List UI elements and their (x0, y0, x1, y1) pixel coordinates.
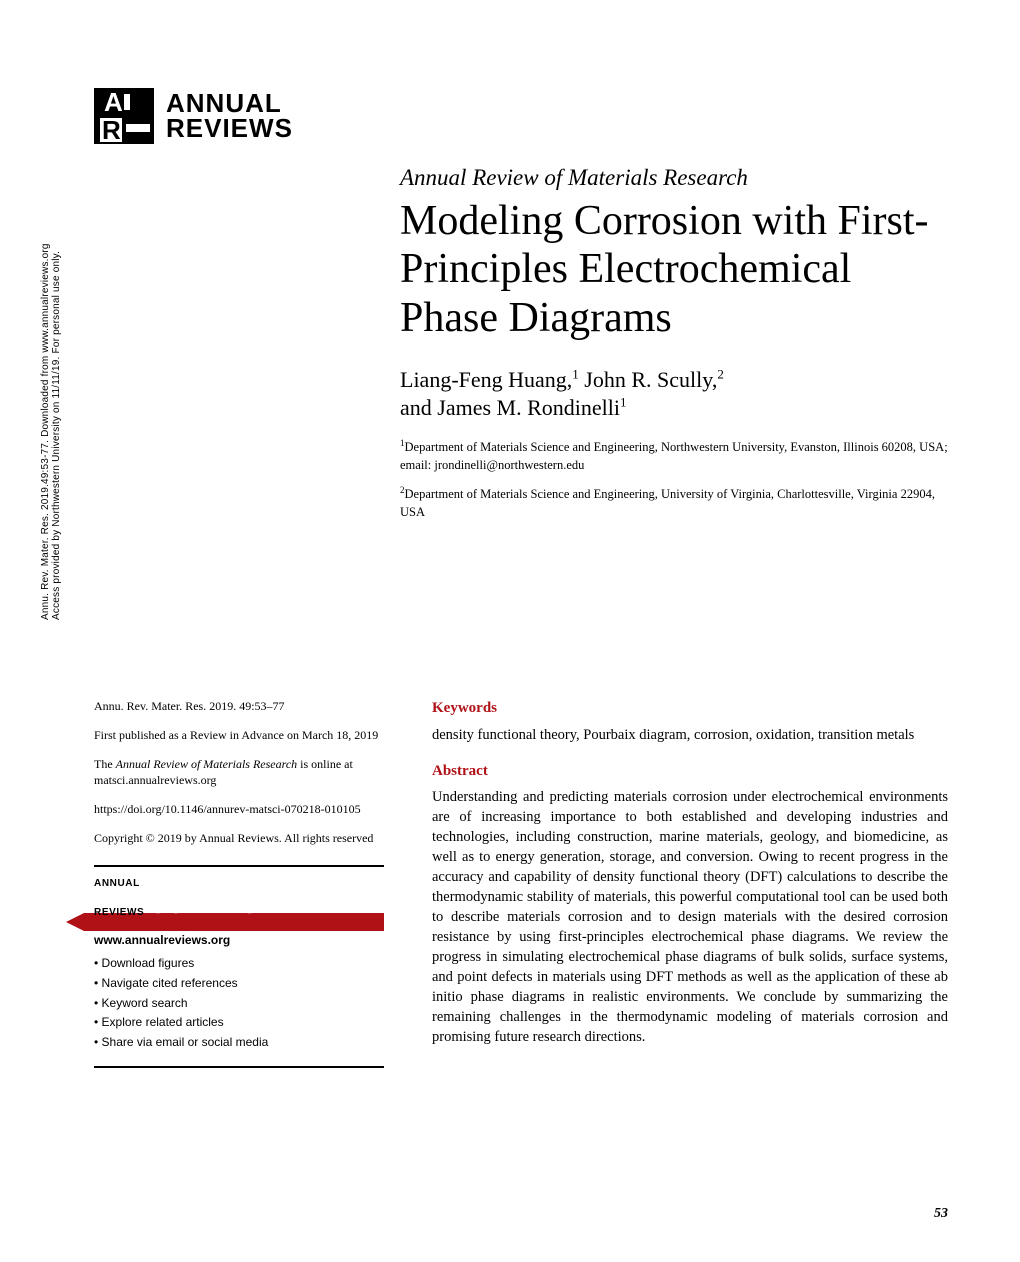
publisher-logo-text: ANNUAL REVIEWS (166, 91, 293, 140)
copyright: Copyright © 2019 by Annual Reviews. All … (94, 830, 384, 847)
affiliation-1: 1Department of Materials Science and Eng… (400, 437, 948, 474)
doi-link[interactable]: https://doi.org/10.1146/annurev-matsci-0… (94, 801, 384, 818)
connect-url[interactable]: www.annualreviews.org (94, 932, 384, 949)
keywords-text: density functional theory, Pourbaix diag… (432, 725, 948, 745)
keywords-heading: Keywords (432, 698, 948, 719)
connect-arrow-icon (66, 913, 84, 931)
first-published: First published as a Review in Advance o… (94, 727, 384, 744)
logo-line2: REVIEWS (166, 116, 293, 141)
publisher-logo: A R ANNUAL REVIEWS (94, 88, 293, 144)
connect-item-explore[interactable]: Explore related articles (94, 1014, 384, 1031)
abstract-heading: Abstract (432, 761, 948, 782)
connect-item-share[interactable]: Share via email or social media (94, 1034, 384, 1051)
connect-feature-list: Download figures Navigate cited referenc… (94, 955, 384, 1051)
connect-item-keyword[interactable]: Keyword search (94, 995, 384, 1012)
right-content-column: Keywords density functional theory, Pour… (432, 698, 948, 1047)
page-number: 53 (934, 1206, 948, 1222)
connect-panel: ANNUAL REVIEWS CONNECT www.annualreviews… (94, 865, 384, 1068)
side-cite-line1: Annu. Rev. Mater. Res. 2019.49:53-77. Do… (40, 243, 51, 620)
connect-item-download[interactable]: Download figures (94, 955, 384, 972)
citation-line: Annu. Rev. Mater. Res. 2019. 49:53–77 (94, 698, 384, 715)
affiliation-2: 2Department of Materials Science and Eng… (400, 484, 948, 521)
series-title: Annual Review of Materials Research (400, 165, 948, 191)
authors: Liang-Feng Huang,1 John R. Scully,2 and … (400, 366, 948, 423)
article-header: Annual Review of Materials Research Mode… (400, 165, 948, 531)
connect-logo: ANNUAL REVIEWS CONNECT (94, 879, 384, 924)
online-at: The Annual Review of Materials Research … (94, 756, 384, 790)
ar-logo-icon: A R (94, 88, 154, 144)
svg-text:A: A (104, 88, 123, 117)
abstract-text: Understanding and predicting materials c… (432, 787, 948, 1047)
svg-text:R: R (102, 115, 121, 144)
side-cite-line2: Access provided by Northwestern Universi… (51, 251, 62, 620)
connect-item-navigate[interactable]: Navigate cited references (94, 975, 384, 992)
left-metadata-column: Annu. Rev. Mater. Res. 2019. 49:53–77 Fi… (94, 698, 384, 1068)
article-title: Modeling Corrosion with First-Principles… (400, 197, 948, 342)
vertical-citation: Annu. Rev. Mater. Res. 2019.49:53-77. Do… (40, 243, 62, 620)
